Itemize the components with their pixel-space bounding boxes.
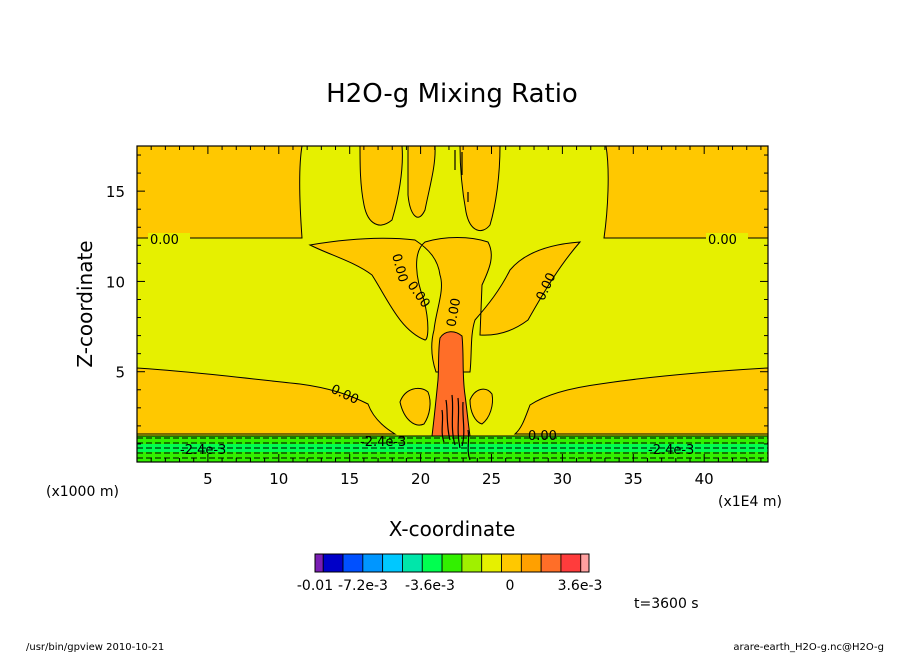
contour-label: 0.00 — [444, 297, 464, 328]
x-tick-label: 15 — [340, 470, 359, 488]
contour-label: -2.4e-3 — [648, 443, 694, 458]
contour-label: 0.00 — [150, 233, 179, 248]
field-region-center-col-left — [359, 146, 403, 226]
colorbar-tick-label: -7.2e-3 — [338, 578, 388, 594]
field-region-right-upper — [603, 146, 768, 239]
x-tick-label: 35 — [624, 470, 643, 488]
colorbar-tick-label: -0.01 — [297, 578, 333, 594]
plot-frame — [136, 145, 769, 463]
y-axis-ticks: 5 10 15 — [106, 154, 768, 445]
field-region-small-right — [469, 388, 493, 425]
x-tick-label: 10 — [269, 470, 288, 488]
colorbar-swatch — [461, 553, 483, 573]
chart-title: H2O-g Mixing Ratio — [326, 79, 578, 109]
colorbar-swatch — [560, 553, 582, 573]
field-region-right-lower — [513, 367, 768, 435]
colorbar-swatch — [342, 553, 364, 573]
contour-label: -2.4e-3 — [360, 435, 406, 450]
colorbar-swatch — [520, 553, 542, 573]
colorbar-swatch — [481, 553, 502, 573]
contour-label: 0.00 — [528, 429, 557, 444]
colorbar-swatch — [322, 553, 344, 573]
colorbar-swatch — [501, 553, 522, 573]
field-region-small-left — [399, 387, 431, 426]
y-tick-label: 10 — [106, 273, 125, 291]
contour-label: 0.00 — [388, 252, 410, 284]
footer-right: arare-earth_H2O-g.nc@H2O-g — [733, 642, 884, 653]
footer-left: /usr/bin/gpview 2010-10-21 — [26, 642, 164, 653]
y-tick-label: 5 — [115, 364, 125, 382]
colorbar-tick-label: 3.6e-3 — [558, 578, 603, 594]
x-axis-ticks: 5 10 15 20 25 30 35 40 — [150, 146, 762, 488]
field-region-center-col-mid — [407, 146, 436, 218]
x-tick-label: 30 — [553, 470, 572, 488]
colorbar-swatch — [441, 553, 463, 573]
field-region-center-col-right — [459, 146, 501, 232]
x-axis-label: X-coordinate — [389, 517, 516, 541]
y-unit-label: (x1000 m) — [46, 484, 119, 500]
field-region-left-upper — [137, 146, 303, 239]
contour-label: -2.4e-3 — [180, 443, 226, 458]
colorbar-swatch — [421, 553, 443, 573]
x-tick-label: 25 — [482, 470, 501, 488]
x-tick-label: 5 — [203, 470, 213, 488]
colorbar-tick-label: 0 — [506, 578, 515, 594]
y-axis-label: Z-coordinate — [73, 240, 97, 367]
field-region-plume — [431, 331, 471, 437]
colorbar-frame — [314, 553, 590, 573]
colorbar-swatch — [580, 553, 590, 573]
field-region-left-lower — [137, 367, 397, 435]
colorbar-swatch — [540, 553, 562, 573]
colorbar-tick-label: -3.6e-3 — [405, 578, 455, 594]
time-label: t=3600 s — [634, 596, 699, 612]
storm-core-contours — [441, 150, 471, 461]
colorbar-swatch — [314, 553, 324, 573]
colorbar — [314, 553, 590, 573]
y-tick-label: 15 — [106, 183, 125, 201]
x-tick-label: 40 — [695, 470, 714, 488]
colorbar-swatch — [362, 553, 384, 573]
field-region-center-anvil — [308, 237, 582, 373]
x-unit-label: (x1E4 m) — [718, 494, 782, 510]
x-tick-label: 20 — [411, 470, 430, 488]
colorbar-swatch — [382, 553, 403, 573]
colorbar-ticks: -0.01 -7.2e-3 -3.6e-3 0 3.6e-3 — [297, 578, 603, 594]
plot-area — [137, 146, 768, 462]
colorbar-swatch — [402, 553, 423, 573]
contour-label: 0.00 — [708, 233, 737, 248]
